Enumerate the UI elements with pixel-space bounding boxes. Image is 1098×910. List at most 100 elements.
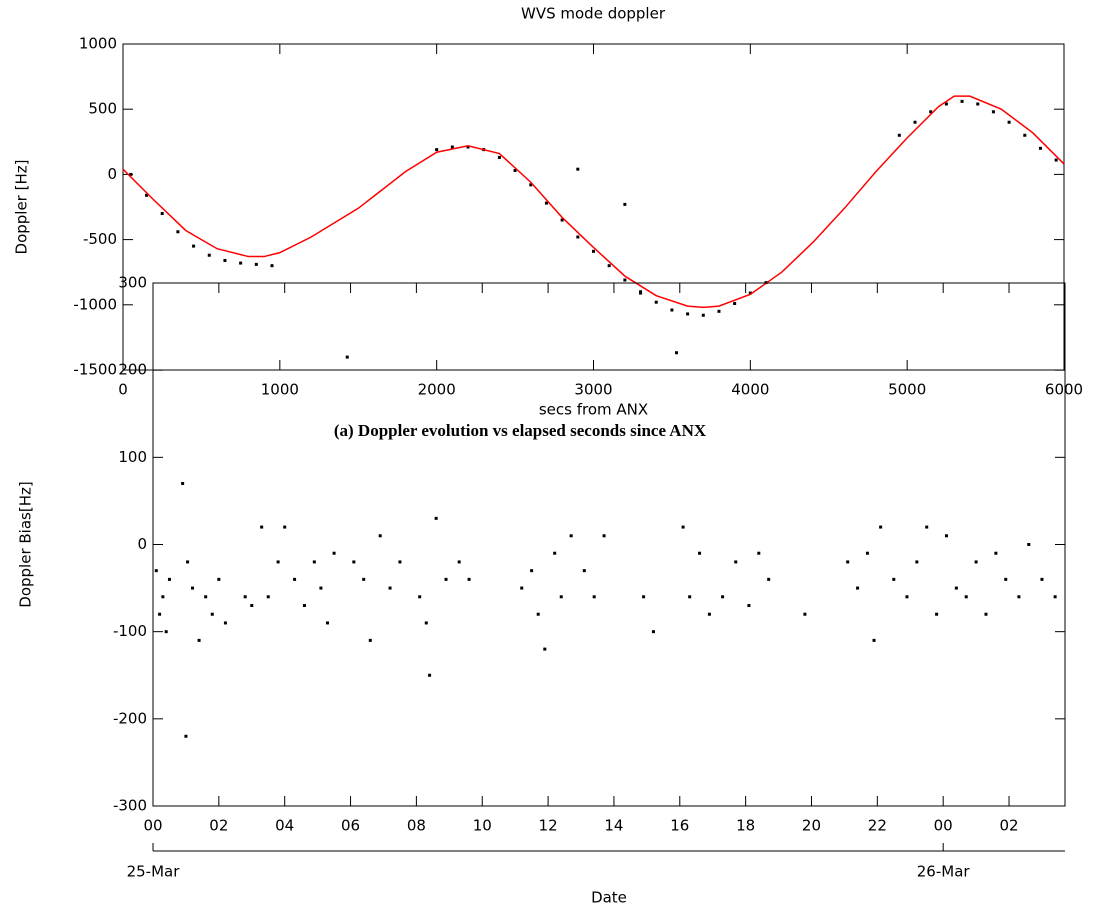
data-point xyxy=(602,534,606,538)
data-point xyxy=(642,595,646,599)
data-point xyxy=(129,172,133,176)
data-point xyxy=(325,621,329,625)
data-point xyxy=(674,351,678,355)
plot-frame xyxy=(152,282,1066,807)
data-point xyxy=(1004,577,1008,581)
data-point xyxy=(497,155,501,159)
chart-title: WVS mode doppler xyxy=(521,5,666,23)
data-point xyxy=(207,253,211,257)
data-point xyxy=(872,638,876,642)
data-point xyxy=(913,120,917,124)
data-point xyxy=(553,551,557,555)
x-tick-label: 16 xyxy=(670,817,689,835)
data-point xyxy=(223,258,227,262)
x-tick-label: 02 xyxy=(999,817,1018,835)
data-point xyxy=(293,577,297,581)
x-axis-label: secs from ANX xyxy=(539,401,648,419)
data-point xyxy=(964,595,968,599)
y-tick-label: 0 xyxy=(137,535,147,553)
data-point xyxy=(960,99,964,103)
y-tick-label: 1000 xyxy=(79,35,117,53)
data-point xyxy=(513,168,517,172)
data-point xyxy=(457,560,461,564)
data-point xyxy=(444,577,448,581)
data-point xyxy=(536,612,540,616)
x-tick-label: 14 xyxy=(604,817,623,835)
data-point xyxy=(846,560,850,564)
data-point xyxy=(250,604,254,608)
data-point xyxy=(254,262,258,266)
data-point xyxy=(450,145,454,149)
data-point xyxy=(260,525,264,529)
data-point xyxy=(378,534,382,538)
data-point xyxy=(879,525,883,529)
data-point xyxy=(145,193,149,197)
data-point xyxy=(345,355,349,359)
data-point xyxy=(158,612,162,616)
y-tick-label: -500 xyxy=(83,230,117,248)
data-point xyxy=(161,595,165,599)
data-point xyxy=(954,586,958,590)
data-point xyxy=(191,586,195,590)
y-tick-label: 0 xyxy=(107,165,117,183)
date-tick-label: 25-Mar xyxy=(127,863,181,881)
data-point xyxy=(530,569,534,573)
data-point xyxy=(865,551,869,555)
data-point xyxy=(623,278,627,282)
data-point xyxy=(976,102,980,106)
data-point xyxy=(569,534,573,538)
data-point xyxy=(944,102,948,106)
data-point xyxy=(559,595,563,599)
data-point xyxy=(747,604,751,608)
data-point xyxy=(698,551,702,555)
data-point xyxy=(368,638,372,642)
caption: (a) Doppler evolution vs elapsed seconds… xyxy=(334,421,707,440)
data-point xyxy=(639,290,643,294)
data-point xyxy=(670,308,674,312)
data-point xyxy=(204,595,208,599)
x-tick-label: 02 xyxy=(209,817,228,835)
data-point xyxy=(1054,158,1058,162)
data-point xyxy=(164,630,168,634)
data-point xyxy=(974,560,978,564)
data-point xyxy=(592,595,596,599)
data-point xyxy=(160,212,164,216)
x-tick-label: 22 xyxy=(868,817,887,835)
data-point xyxy=(197,638,201,642)
data-point xyxy=(1017,595,1021,599)
data-point xyxy=(897,133,901,137)
y-axis-label: Doppler Bias[Hz] xyxy=(17,481,35,607)
data-point xyxy=(544,201,548,205)
data-point xyxy=(543,647,547,651)
y-tick-label: 100 xyxy=(118,448,147,466)
x-tick-label: 6000 xyxy=(1045,381,1083,399)
x-tick-label: 10 xyxy=(473,817,492,835)
data-point xyxy=(935,612,939,616)
data-point xyxy=(734,560,738,564)
data-point xyxy=(319,586,323,590)
data-point xyxy=(915,560,919,564)
x-tick-label: 2000 xyxy=(418,381,456,399)
data-point xyxy=(243,595,247,599)
data-point xyxy=(991,110,995,114)
data-point xyxy=(1007,120,1011,124)
data-point xyxy=(623,202,627,206)
data-point xyxy=(184,734,188,738)
data-point xyxy=(892,577,896,581)
data-point xyxy=(984,612,988,616)
data-point xyxy=(270,264,274,268)
data-point xyxy=(435,148,439,152)
x-tick-label: 08 xyxy=(407,817,426,835)
data-point xyxy=(1038,146,1042,150)
data-point xyxy=(302,604,306,608)
data-point xyxy=(167,577,171,581)
data-point xyxy=(520,586,524,590)
data-point xyxy=(428,673,432,677)
data-point xyxy=(803,612,807,616)
data-point xyxy=(181,481,185,485)
data-point xyxy=(929,110,933,114)
data-point xyxy=(592,249,595,253)
data-point xyxy=(1053,595,1057,599)
data-point xyxy=(576,235,580,239)
